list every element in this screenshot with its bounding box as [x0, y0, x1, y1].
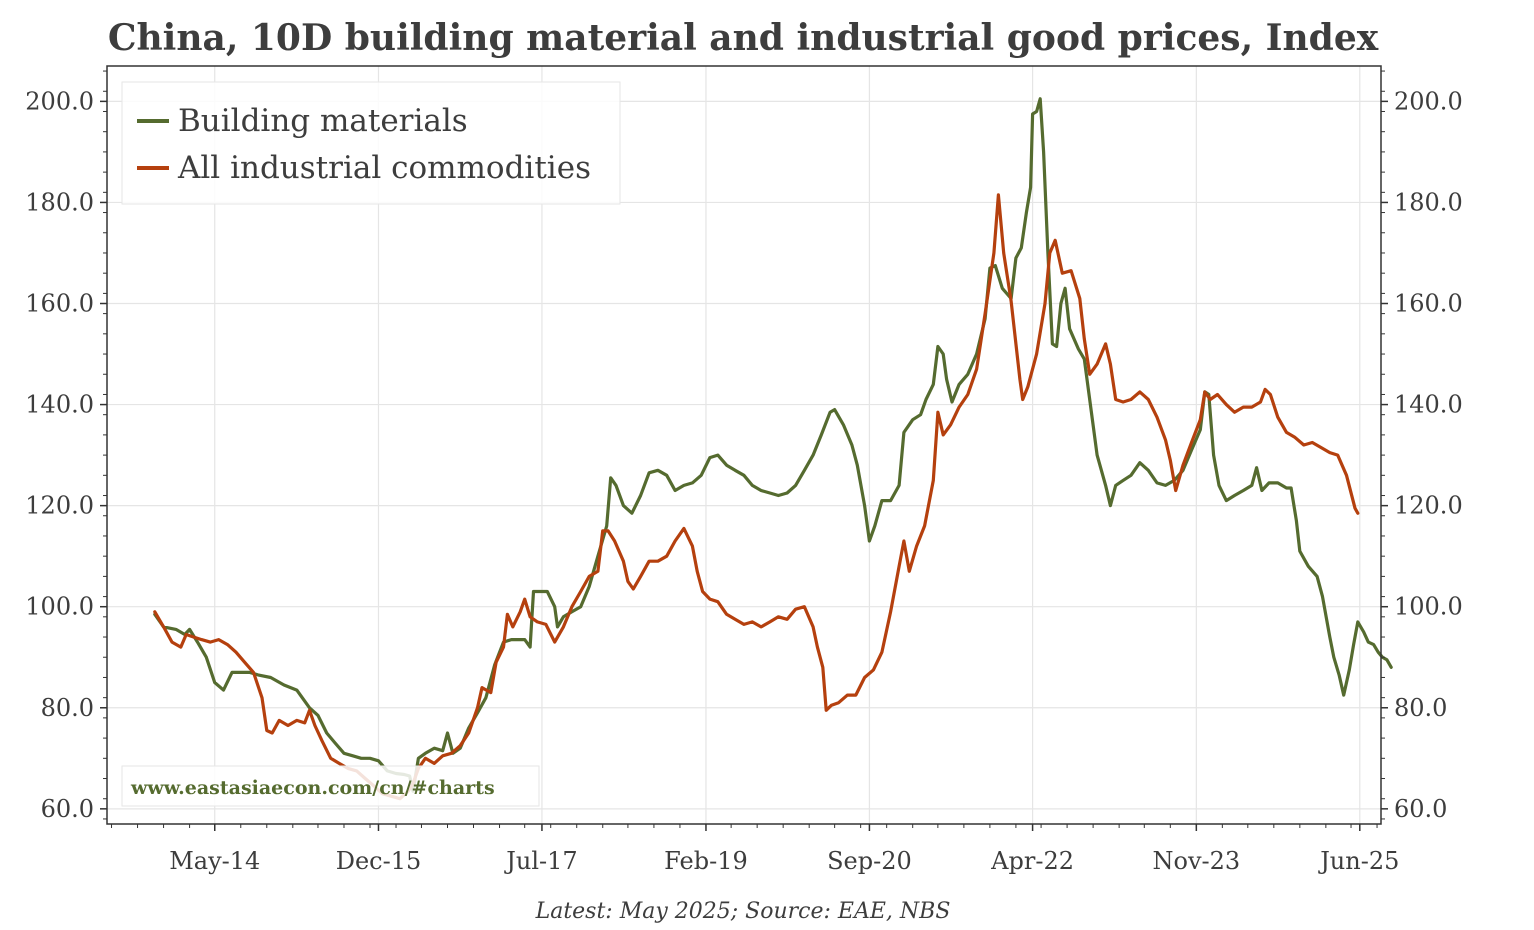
plot-frame — [106, 65, 1382, 825]
x-tick-label: Sep-20 — [827, 847, 912, 875]
y-tick-label-right: 180.0 — [1394, 188, 1463, 216]
watermark: www.eastasiaecon.com/cn/#charts — [121, 765, 540, 807]
legend-label-building-materials: Building materials — [178, 103, 468, 139]
x-tick-label: Apr-22 — [990, 847, 1074, 875]
x-tick-label: Dec-15 — [336, 847, 422, 875]
y-tick-label-right: 80.0 — [1394, 694, 1447, 722]
y-tick-label-right: 120.0 — [1394, 492, 1463, 520]
y-tick-label-left: 100.0 — [25, 593, 94, 621]
y-tick-label-right: 60.0 — [1394, 795, 1447, 823]
y-tick-label-left: 60.0 — [41, 795, 94, 823]
legend-box — [121, 81, 621, 205]
y-tick-label-left: 160.0 — [25, 290, 94, 318]
x-tick-label: Jul-17 — [503, 847, 577, 875]
legend: Building materials All industrial commod… — [121, 81, 621, 205]
y-tick-label-right: 100.0 — [1394, 593, 1463, 621]
y-tick-label-right: 200.0 — [1394, 87, 1463, 115]
legend-label-industrial-commodities: All industrial commodities — [177, 150, 591, 186]
x-tick-label: May-14 — [169, 847, 260, 875]
x-tick-label: Feb-19 — [664, 847, 748, 875]
y-tick-label-left: 140.0 — [25, 391, 94, 419]
x-tick-label: Nov-23 — [1153, 847, 1241, 875]
y-tick-label-right: 160.0 — [1394, 290, 1463, 318]
x-tick-label: Jun-25 — [1317, 847, 1399, 875]
y-tick-label-left: 120.0 — [25, 492, 94, 520]
source-note: Latest: May 2025; Source: EAE, NBS — [535, 899, 951, 924]
watermark-text: www.eastasiaecon.com/cn/#charts — [130, 777, 495, 799]
y-tick-label-left: 200.0 — [25, 87, 94, 115]
y-tick-label-right: 140.0 — [1394, 391, 1463, 419]
y-tick-label-left: 80.0 — [41, 694, 94, 722]
watermark-box — [121, 765, 540, 807]
axes: 60.0 60.0 80.0 80.0 100.0 100.0 120.0 120.0 140.… — [25, 70, 1463, 875]
chart-title: China, 10D building material and industr… — [108, 17, 1379, 59]
y-tick-label-left: 180.0 — [25, 188, 94, 216]
